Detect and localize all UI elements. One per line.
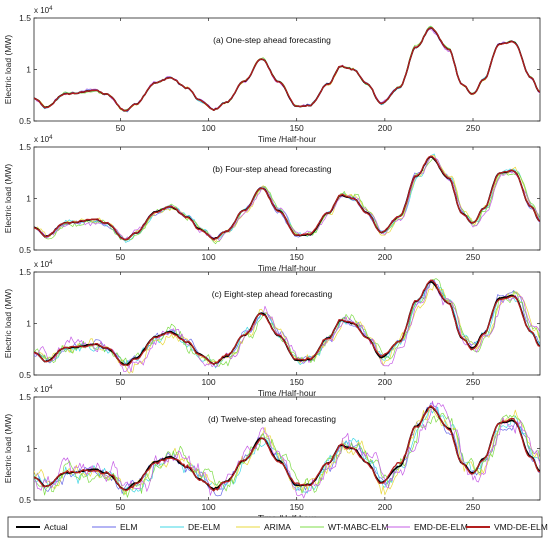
x-tick-label: 50 <box>116 252 126 262</box>
legend: Actual ELM DE-ELM ARIMA WT-MABC-ELM EMD-DE-EL… <box>7 516 548 538</box>
y-tick-label: 0.5 <box>19 370 31 380</box>
x-tick-label: 150 <box>290 502 304 512</box>
series-wt-mabc-elm <box>34 412 540 498</box>
plot-area <box>33 271 541 376</box>
legend-label: ELM <box>120 522 137 532</box>
legend-frame <box>7 516 543 538</box>
legend-item: Actual <box>16 522 68 532</box>
plot-area <box>33 396 541 501</box>
legend-item: WT-MABC-ELM <box>300 522 388 532</box>
y-exponent-label: x 104 <box>34 385 53 394</box>
panel-title: (a) One-step ahead forecasting <box>213 35 331 45</box>
x-tick-label: 200 <box>378 377 392 387</box>
legend-item: EMD-DE-ELM <box>386 522 468 532</box>
series-vmd-de-elm <box>34 26 540 112</box>
y-tick-label: 1 <box>26 194 31 204</box>
x-axis-label: Time /Half-hour <box>258 263 316 273</box>
legend-box: Actual ELM DE-ELM ARIMA WT-MABC-ELM EMD-DE-EL… <box>7 516 548 538</box>
y-tick-label: 1.5 <box>19 13 31 23</box>
y-tick-label: 1 <box>26 65 31 75</box>
y-axis-label: Electric load (MW) <box>3 414 13 484</box>
plot-area <box>33 17 541 122</box>
panel-4: 50 100 150 200 250 0.5 1 1.5x 104 (d) Twelve-ste… <box>3 385 541 523</box>
panel-title: (c) Eight-step ahead forecasting <box>212 289 333 299</box>
y-exponent-label: x 104 <box>34 260 53 269</box>
series-lines <box>34 25 540 113</box>
x-axis-label: Time /Half-hour <box>258 388 316 398</box>
x-tick-label: 100 <box>201 123 215 133</box>
legend-item: VMD-DE-ELM <box>466 522 548 532</box>
series-lines <box>34 400 540 499</box>
panel-title: (b) Four-step ahead forecasting <box>212 164 331 174</box>
series-wt-mabc-elm <box>34 278 540 367</box>
y-tick-label: 1.5 <box>19 267 31 277</box>
x-tick-label: 200 <box>378 252 392 262</box>
y-exponent-label: x 104 <box>34 6 53 15</box>
x-tick-label: 100 <box>201 377 215 387</box>
x-tick-label: 200 <box>378 123 392 133</box>
legend-label: ARIMA <box>264 522 291 532</box>
x-axis-label: Time /Half-hour <box>258 134 316 144</box>
series-lines <box>34 153 540 245</box>
legend-label: VMD-DE-ELM <box>494 522 548 532</box>
x-tick-label: 100 <box>201 252 215 262</box>
legend-label: WT-MABC-ELM <box>328 522 388 532</box>
y-tick-label: 0.5 <box>19 495 31 505</box>
y-tick-label: 0.5 <box>19 245 31 255</box>
plot-area <box>33 146 541 251</box>
x-tick-label: 200 <box>378 502 392 512</box>
series-vmd-de-elm <box>34 279 540 367</box>
series-elm <box>34 402 540 497</box>
x-tick-label: 150 <box>290 377 304 387</box>
x-tick-label: 250 <box>466 123 480 133</box>
x-tick-label: 50 <box>116 123 126 133</box>
y-tick-label: 1 <box>26 444 31 454</box>
legend-label: DE-ELM <box>188 522 220 532</box>
y-axis-label: Electric load (MW) <box>3 164 13 234</box>
legend-item: DE-ELM <box>160 522 220 532</box>
y-tick-label: 1 <box>26 319 31 329</box>
series-emd-de-elm <box>34 155 540 241</box>
x-tick-label: 50 <box>116 502 126 512</box>
y-axis-label: Electric load (MW) <box>3 289 13 359</box>
legend-item: ELM <box>92 522 137 532</box>
x-tick-label: 250 <box>466 502 480 512</box>
y-axis-label: Electric load (MW) <box>3 35 13 105</box>
x-tick-label: 50 <box>116 377 126 387</box>
x-tick-label: 250 <box>466 377 480 387</box>
y-tick-label: 0.5 <box>19 116 31 126</box>
series-lines <box>34 278 540 374</box>
x-tick-label: 150 <box>290 252 304 262</box>
legend-label: EMD-DE-ELM <box>414 522 468 532</box>
x-tick-label: 100 <box>201 502 215 512</box>
series-vmd-de-elm <box>34 155 540 241</box>
y-tick-label: 1.5 <box>19 392 31 402</box>
series-vmd-de-elm <box>34 405 540 492</box>
y-exponent-label: x 104 <box>34 135 53 144</box>
x-tick-label: 150 <box>290 123 304 133</box>
series-emd-de-elm <box>34 280 540 373</box>
x-tick-label: 250 <box>466 252 480 262</box>
series-emd-de-elm <box>34 400 540 499</box>
y-tick-label: 1.5 <box>19 142 31 152</box>
legend-item: ARIMA <box>236 522 291 532</box>
legend-label: Actual <box>44 522 68 532</box>
panel-title: (d) Twelve-step ahead forecasting <box>208 414 336 424</box>
